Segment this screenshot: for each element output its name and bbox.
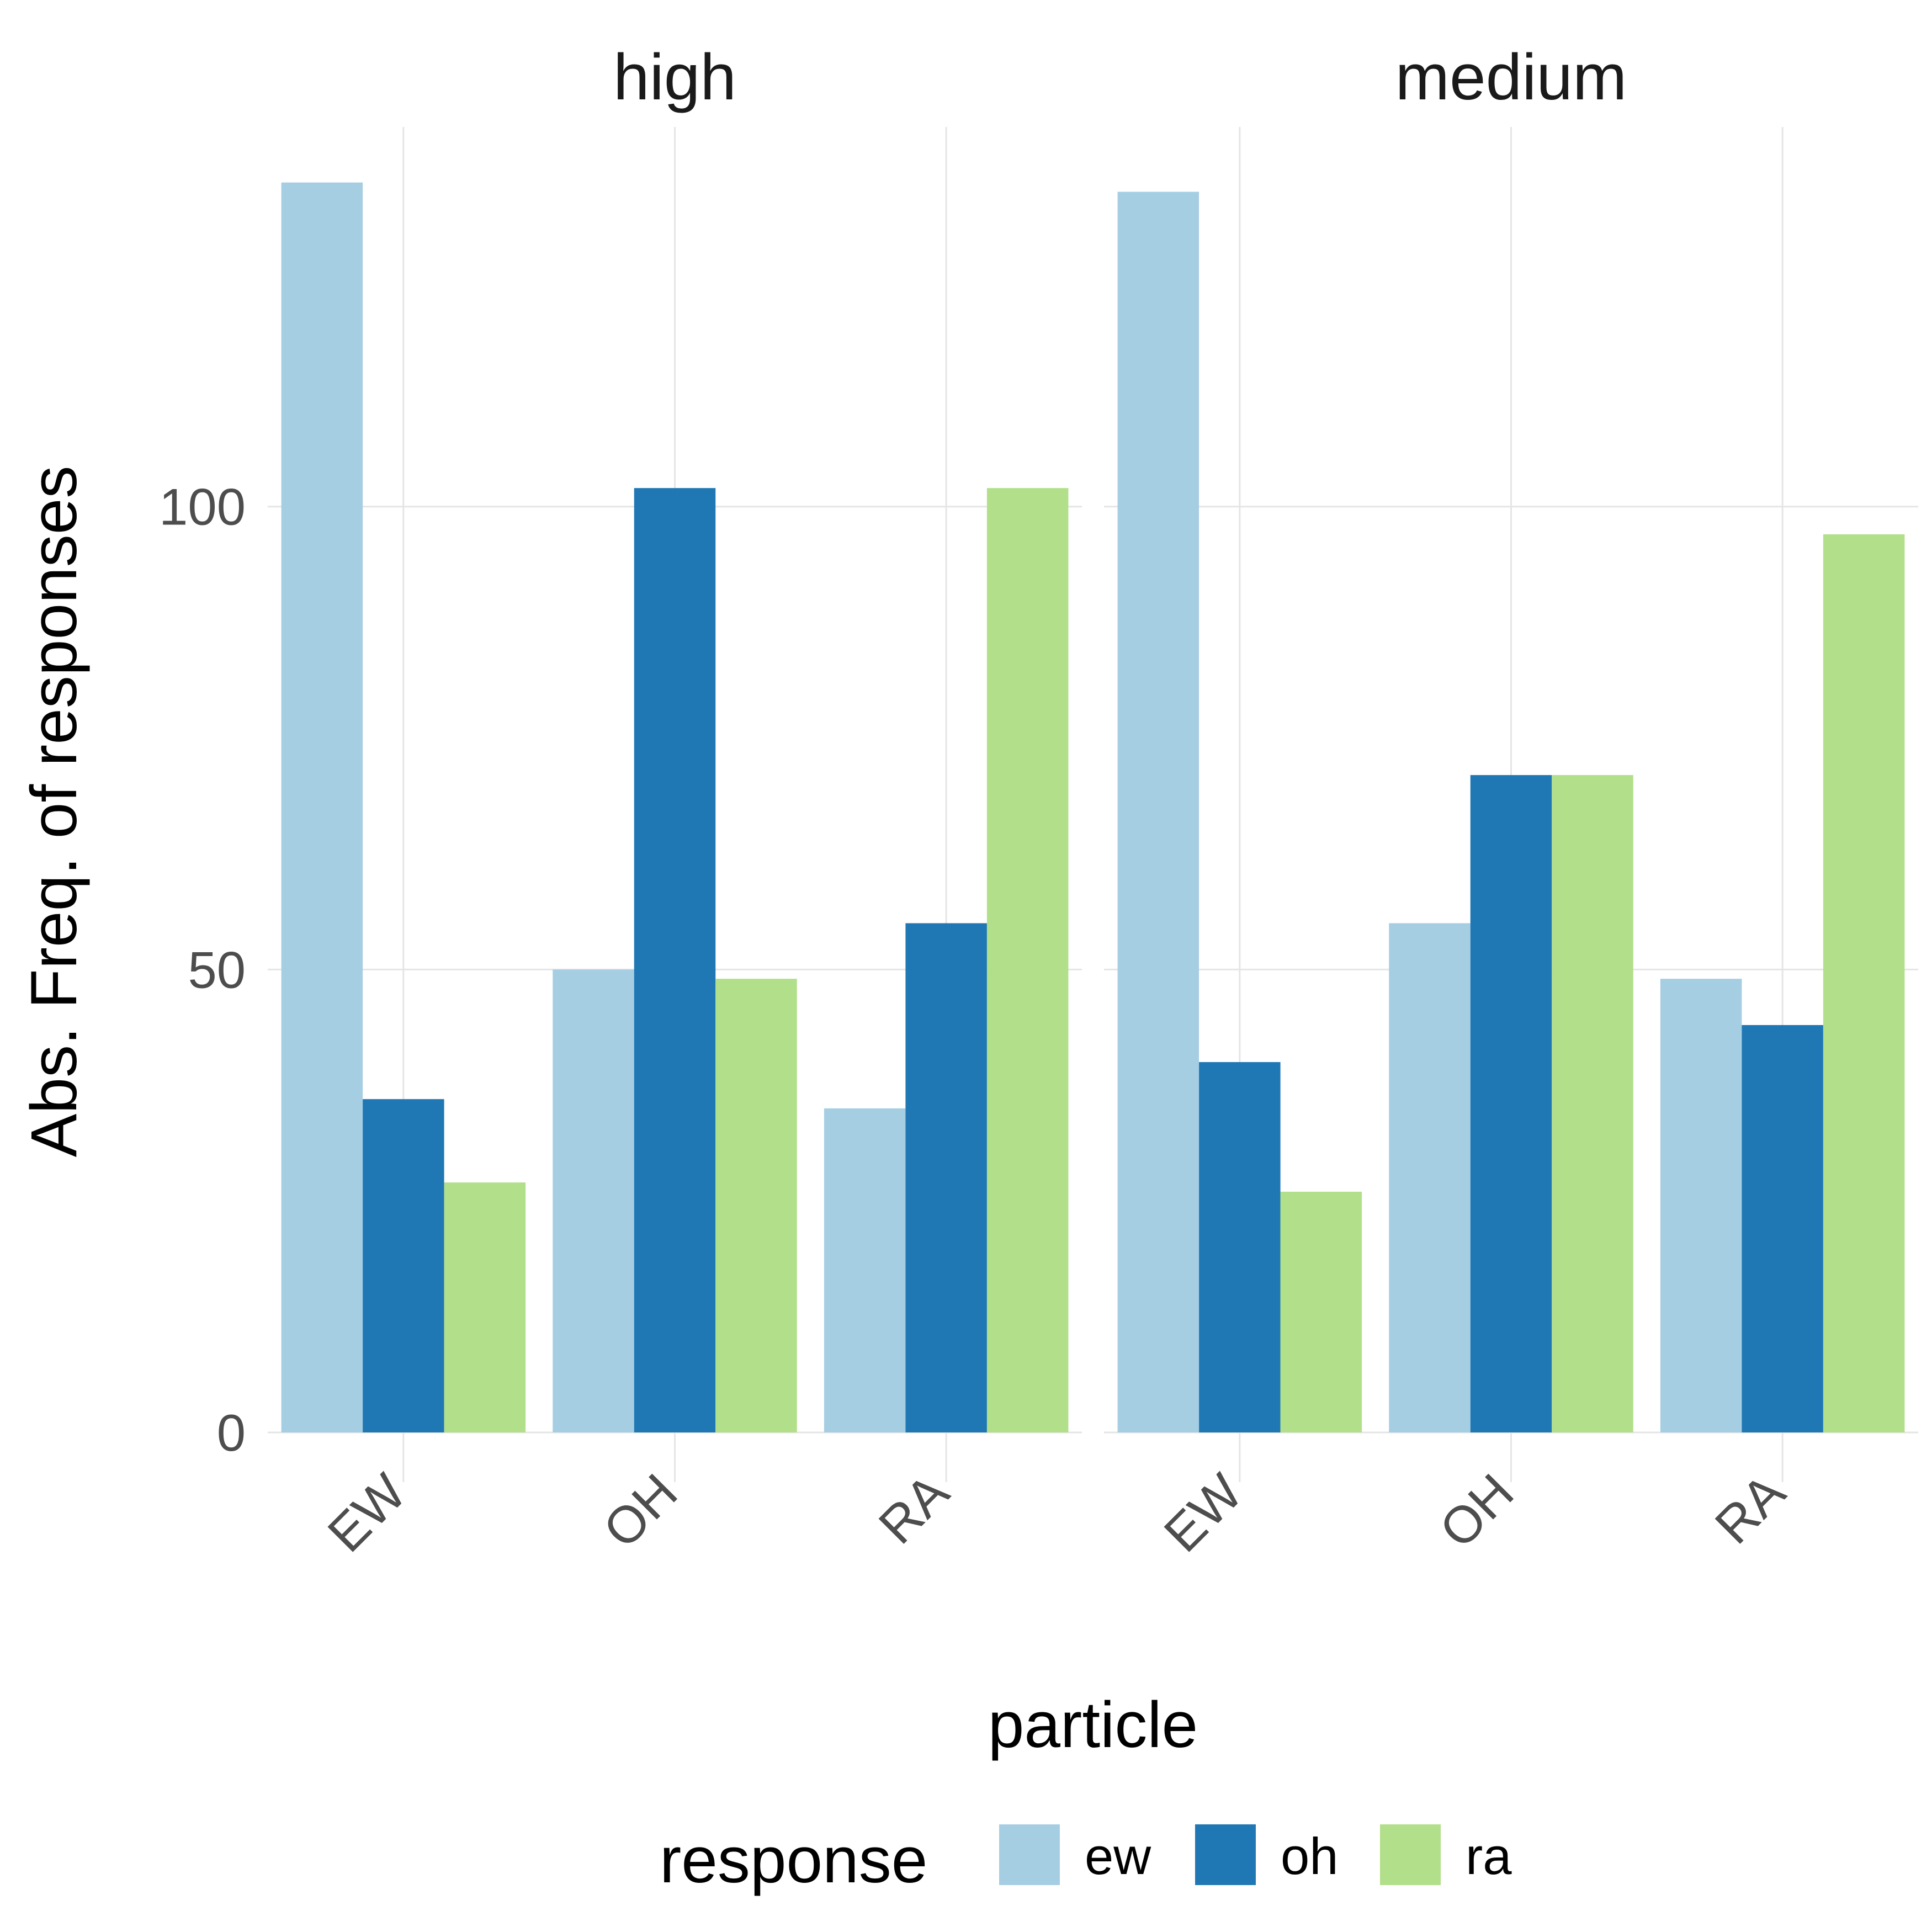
bar-medium-OH-oh <box>1470 775 1552 1432</box>
bar-high-RA-ra <box>986 488 1069 1432</box>
legend-title: response <box>660 1824 927 1897</box>
facet-title: high <box>613 41 736 114</box>
bar-medium-OH-ra <box>1552 775 1633 1432</box>
legend-key-ra <box>1380 1824 1441 1885</box>
bar-medium-RA-ew <box>1660 979 1742 1432</box>
y-axis-title: Abs. Freq. of responses <box>18 466 91 1158</box>
x-tick-label: OH <box>1429 1463 1525 1559</box>
legend-key-ew <box>999 1824 1060 1885</box>
bar-medium-RA-oh <box>1742 1025 1823 1432</box>
bar-high-OH-ra <box>715 979 797 1432</box>
x-axis-title: particle <box>988 1689 1198 1761</box>
legend-label-oh: oh <box>1281 1827 1339 1885</box>
x-tick-label: OH <box>592 1463 688 1559</box>
bar-high-OH-oh <box>634 488 716 1432</box>
bar-high-EW-oh <box>363 1099 444 1432</box>
y-tick-label: 100 <box>159 478 246 536</box>
y-tick-label: 50 <box>188 941 246 999</box>
bar-high-EW-ra <box>444 1182 526 1432</box>
bar-medium-OH-ew <box>1389 923 1471 1432</box>
bar-medium-EW-oh <box>1199 1062 1281 1432</box>
bar-high-EW-ew <box>281 182 363 1433</box>
y-tick-label: 0 <box>217 1404 246 1462</box>
legend: response ew oh ra <box>660 1824 1512 1897</box>
legend-label-ra: ra <box>1466 1827 1512 1885</box>
bar-medium-EW-ra <box>1280 1191 1362 1432</box>
bar-medium-RA-ra <box>1823 534 1905 1432</box>
bar-high-OH-ew <box>553 969 634 1432</box>
bar-high-RA-ew <box>824 1108 906 1432</box>
bar-medium-EW-ew <box>1117 192 1199 1432</box>
bar-high-RA-oh <box>905 923 987 1432</box>
facet-title: medium <box>1395 41 1627 114</box>
legend-label-ew: ew <box>1085 1827 1151 1885</box>
x-tick-label: EW <box>317 1463 417 1563</box>
x-tick-label: EW <box>1153 1463 1254 1563</box>
legend-key-oh <box>1195 1824 1256 1885</box>
